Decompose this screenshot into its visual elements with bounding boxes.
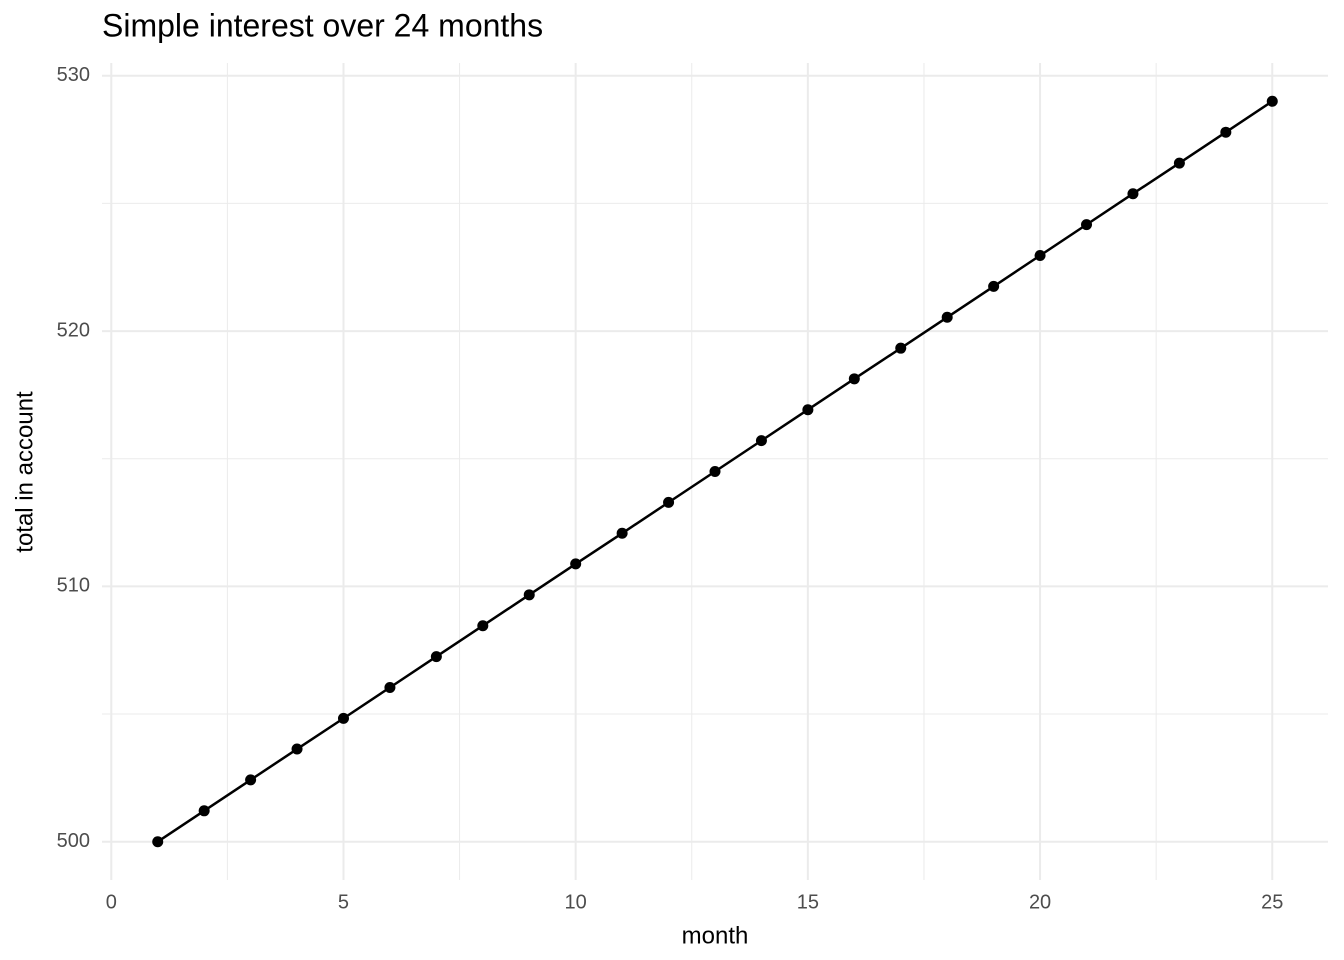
y-tick-label: 520	[57, 319, 90, 341]
x-tick-label: 10	[565, 891, 587, 913]
y-axis-title: total in account	[11, 391, 38, 553]
x-tick-label: 20	[1029, 891, 1051, 913]
x-tick-label: 0	[106, 891, 117, 913]
point	[802, 404, 814, 416]
point	[291, 743, 303, 755]
point	[941, 311, 953, 323]
point	[755, 435, 767, 447]
point	[198, 805, 210, 817]
point	[988, 280, 1000, 292]
point	[1081, 219, 1093, 231]
point	[570, 558, 582, 570]
point	[477, 620, 489, 632]
point	[616, 527, 628, 539]
point	[663, 496, 675, 508]
point	[1266, 95, 1278, 107]
point	[1034, 250, 1046, 262]
point	[848, 373, 860, 385]
x-axis-title: month	[682, 922, 749, 949]
point	[152, 836, 164, 848]
x-tick-label: 15	[797, 891, 819, 913]
y-tick-label: 510	[57, 575, 90, 597]
y-tick-label: 530	[57, 64, 90, 86]
point	[384, 681, 396, 693]
x-tick-label: 25	[1261, 891, 1283, 913]
point	[709, 466, 721, 477]
point	[245, 774, 257, 786]
point	[1127, 188, 1139, 200]
point	[1173, 157, 1185, 169]
chart-title: Simple interest over 24 months	[102, 7, 543, 43]
point	[523, 589, 535, 601]
point	[430, 651, 442, 663]
x-tick-label: 5	[338, 891, 349, 913]
point	[1220, 126, 1232, 138]
point	[895, 342, 907, 354]
point	[337, 712, 349, 724]
y-tick-label: 500	[57, 830, 90, 852]
